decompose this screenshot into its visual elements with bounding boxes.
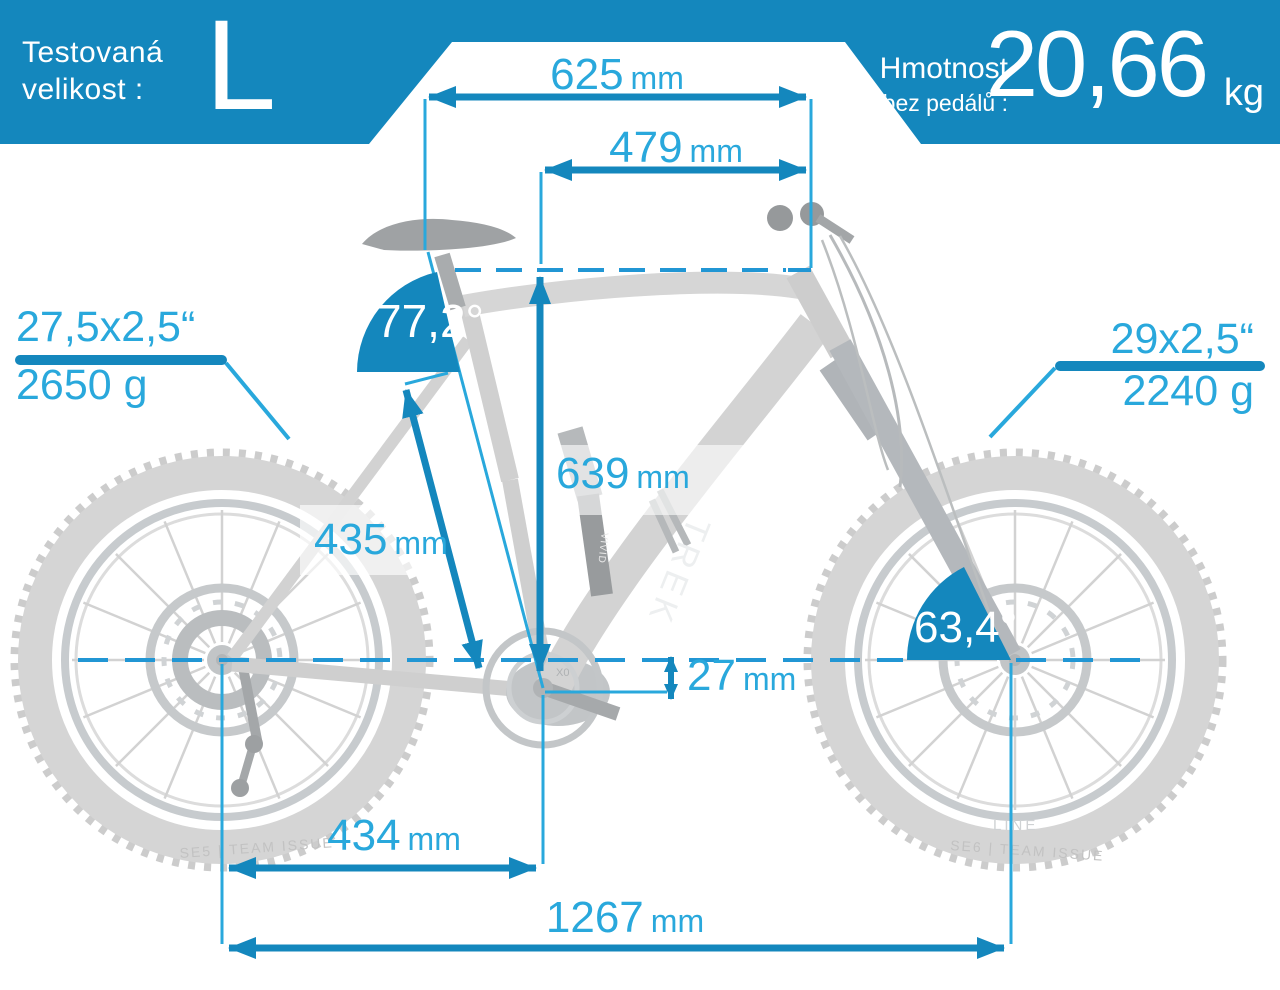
weight-caption: Hmotnost bez pedálů : — [880, 52, 1008, 117]
head-tube — [786, 265, 854, 359]
rear-derailleur — [237, 661, 263, 746]
label-fade — [548, 445, 778, 515]
chainstay-label: 434 mm — [327, 811, 461, 860]
head-angle-label: 63,4° — [914, 603, 1018, 652]
weight-caption-line1: Hmotnost — [879, 52, 1008, 85]
wheelbase-label: 1267 mm — [545, 893, 705, 942]
top-tube — [460, 271, 802, 317]
front-tire-size-label: 29x2,5“ — [1110, 315, 1254, 363]
weight-caption-line2: bez pedálů : — [882, 90, 1008, 116]
weight-value: 20,66 — [985, 11, 1209, 116]
measurement-lines — [15, 86, 1265, 959]
reach-label: 479 mm — [609, 123, 743, 172]
rear-tire-weight-label: 2650 g — [16, 361, 148, 409]
front-tire-weight-label: 2240 g — [1122, 367, 1254, 415]
top-tube-label: 625 mm — [550, 50, 684, 99]
seat-tube — [458, 297, 519, 483]
weight-unit: kg — [1223, 72, 1264, 114]
rear-tire-leader-line — [224, 361, 291, 441]
seat-tube-label: 435 mm — [314, 515, 448, 564]
tested-size-caption-line2: velikost : — [22, 73, 144, 106]
bb-drop-label: 27 mm — [687, 651, 797, 700]
crank-label: X0 — [556, 667, 569, 679]
seat-tube-top-tick — [404, 371, 449, 386]
chainstay — [231, 656, 549, 700]
shock-brand-label: VIVID — [595, 532, 609, 564]
seat-angle-wedge — [357, 272, 460, 372]
front-rim-label: LINE — [993, 817, 1038, 834]
tested-size-value: L — [205, 0, 277, 137]
front-tire-leader-line — [988, 366, 1057, 439]
front-wheel — [808, 453, 1222, 867]
cable — [828, 234, 904, 488]
head-angle-wedge — [906, 567, 1011, 660]
rear-tire-size-label: 27,5x2,5“ — [16, 303, 196, 351]
stack-label: 639 mm — [556, 449, 690, 498]
saddle — [362, 218, 516, 251]
handlebar-grip — [767, 205, 793, 231]
ghost-bike: VIVID X0 TREK SE5 | TEAM ISSUE SE6 | TEA… — [15, 202, 1222, 867]
brake-lever — [815, 214, 855, 244]
seatpost — [434, 252, 466, 311]
tested-size-caption-line1: Testovaná — [22, 36, 164, 69]
seat-tube-arrow — [402, 389, 483, 669]
seat-angle-label: 77,2° — [376, 295, 484, 347]
